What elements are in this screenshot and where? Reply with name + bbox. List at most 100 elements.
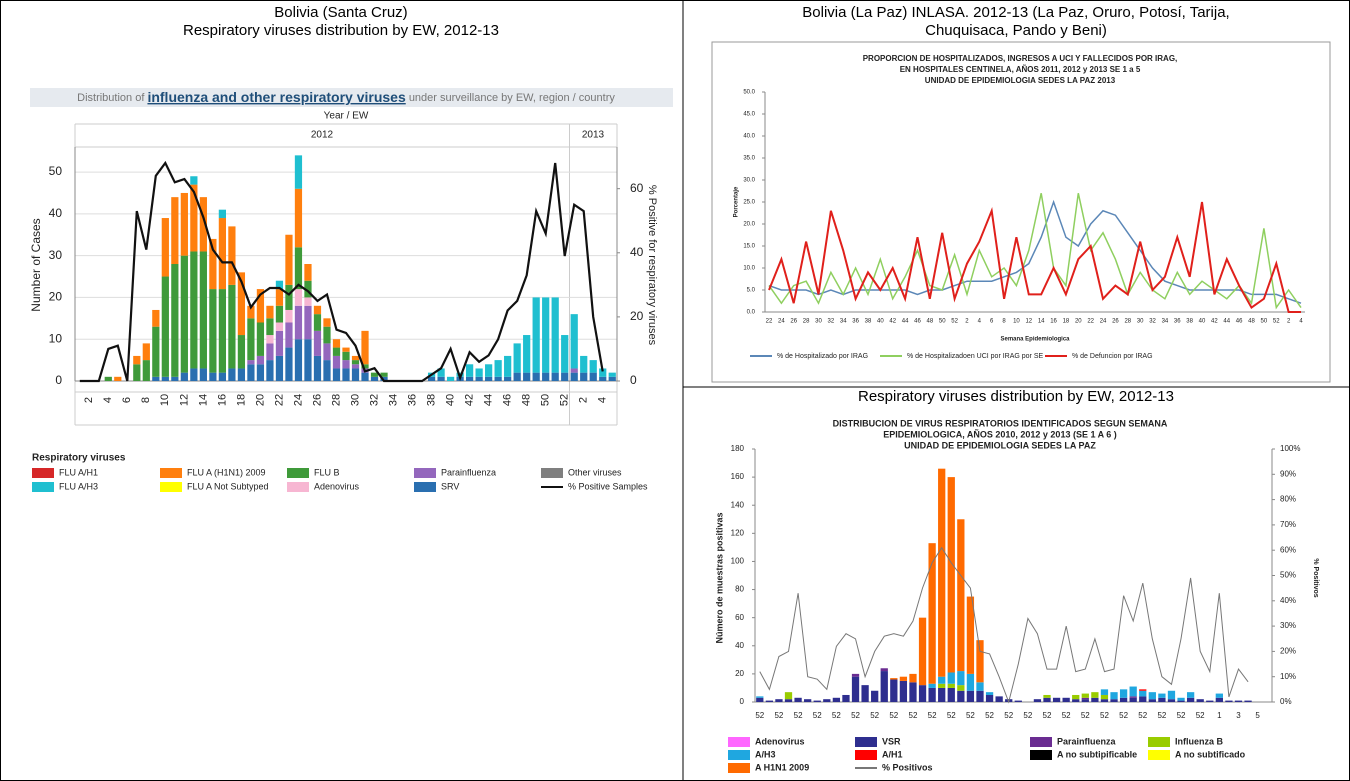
cell-header: Chuquisaca, Pando y Beni): [925, 22, 1107, 39]
bar-segment: [370, 372, 379, 377]
x-tick-label: 52: [1081, 711, 1090, 720]
x-tick-label: 16: [1050, 319, 1057, 325]
bar-segment: [256, 355, 265, 365]
x-tick-label: 14: [197, 394, 209, 406]
bar-segment: [523, 372, 531, 381]
bar-segment: [180, 192, 188, 256]
legend-swatch: [728, 763, 750, 773]
x-tick-label: 38: [425, 394, 437, 406]
bar-segment: [1043, 694, 1051, 698]
bar-segment: [161, 276, 169, 377]
bar-segment: [1196, 699, 1204, 702]
bar-segment: [294, 247, 303, 290]
bar-segment: [247, 364, 255, 381]
bar-segment: [957, 685, 965, 691]
x-tick-label: 26: [790, 319, 797, 325]
x-tick-label: 52: [1043, 711, 1052, 720]
bar-segment: [494, 376, 502, 381]
band-text: influenza and other respiratory viruses: [147, 89, 406, 105]
y-tick-label: 20: [49, 290, 63, 304]
legend-swatch: [541, 468, 563, 478]
x-axis-title: Semana Epidemiologica: [1000, 337, 1070, 343]
bar-segment: [1072, 699, 1080, 702]
bar-segment: [532, 372, 540, 381]
bar-segment: [938, 676, 946, 684]
legend-label: Parainfluenza: [441, 467, 496, 477]
bar-segment: [542, 372, 550, 381]
bar-segment: [1014, 700, 1022, 702]
x-tick-label: 18: [235, 394, 247, 406]
x-tick-label: 52: [1004, 711, 1013, 720]
y-tick-label: 45.0: [743, 112, 755, 118]
bar-segment: [323, 318, 331, 327]
bar-segment: [218, 289, 226, 373]
x-tick-label: 52: [928, 711, 937, 720]
bar-segment: [171, 197, 179, 264]
bar-segment: [1148, 692, 1156, 700]
legend-label: SRV: [441, 481, 459, 491]
y-tick-label: 0: [55, 373, 62, 387]
bar-segment: [256, 364, 265, 381]
bar-segment: [1119, 697, 1128, 702]
data-line: [768, 201, 1301, 313]
y-tick-label: 10.0: [743, 266, 755, 272]
legend-label: FLU A (H1N1) 2009: [187, 467, 266, 477]
bar-segment: [475, 376, 483, 381]
bar-segment: [1072, 694, 1080, 700]
chart-title: DISTRIBUCION DE VIRUS RESPIRATORIOS IDEN…: [833, 418, 1168, 428]
bar-segment: [266, 343, 274, 361]
x-tick-label: 2: [965, 319, 969, 325]
x-tick-label: 52: [985, 711, 994, 720]
y2-tick-label: 60: [630, 181, 644, 195]
y-tick-label: 30: [49, 248, 63, 262]
x-tick-label: 40: [445, 394, 457, 406]
bar-segment: [813, 700, 821, 702]
x-tick-label: 28: [1124, 319, 1131, 325]
bar-segment: [513, 343, 521, 373]
y-tick-label: 60: [735, 613, 744, 622]
legend-label: Parainfluenza: [1057, 736, 1117, 746]
bar-segment: [918, 685, 927, 702]
x-tick-label: 52: [966, 711, 975, 720]
bar-segment: [351, 364, 360, 369]
bar-segment: [784, 692, 793, 700]
x-tick-label: 32: [368, 394, 380, 406]
x-tick-label: 52: [1119, 711, 1128, 720]
legend-swatch: [32, 482, 54, 492]
x-tick-label: 28: [330, 394, 342, 406]
chart-title: UNIDAD DE EPIDEMIOLOGIA SEDES LA PAZ 201…: [925, 76, 1116, 85]
bar-segment: [599, 376, 607, 381]
x-tick-label: 18: [1063, 319, 1070, 325]
bar-segment: [275, 355, 284, 381]
x-tick-label: 50: [939, 319, 946, 325]
bar-segment: [938, 468, 946, 677]
bar-segment: [275, 289, 284, 306]
x-tick-label: 52: [774, 711, 783, 720]
bar-segment: [190, 368, 198, 381]
legend-label: A no subtipificable: [1057, 749, 1137, 759]
legend-label: A/H3: [755, 749, 776, 759]
x-tick-label: 36: [852, 319, 859, 325]
bar-segment: [361, 364, 369, 369]
x-tick-label: 52: [755, 711, 764, 720]
bar-segment: [133, 355, 141, 365]
x-tick-label: 52: [794, 711, 803, 720]
bar-segment: [957, 671, 965, 686]
legend-swatch: [728, 750, 750, 760]
bar-segment: [504, 376, 512, 381]
bar-segment: [532, 297, 540, 373]
bar-segment: [351, 368, 360, 381]
x-tick-label: 40: [1199, 319, 1206, 325]
y-tick-label: 20: [735, 669, 744, 678]
bar-segment: [237, 335, 246, 369]
legend-label: Other viruses: [568, 467, 622, 477]
x-tick-label: 30: [1137, 319, 1144, 325]
x-tick-label: 24: [1100, 319, 1107, 325]
bar-segment: [370, 376, 379, 381]
x-tick-label: 34: [840, 319, 847, 325]
x-tick-label: 44: [1223, 319, 1230, 325]
bar-segment: [947, 672, 955, 684]
bar-segment: [142, 343, 150, 361]
legend-label: FLU A/H3: [59, 481, 98, 491]
